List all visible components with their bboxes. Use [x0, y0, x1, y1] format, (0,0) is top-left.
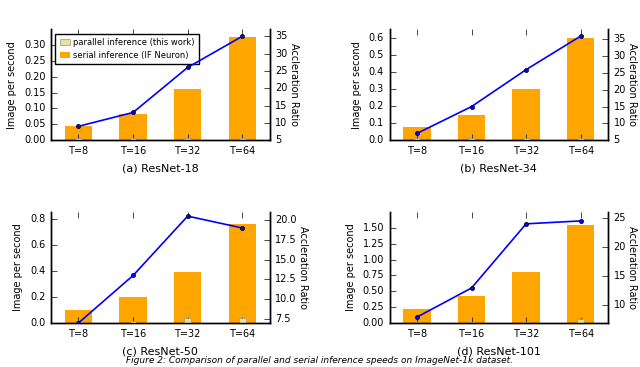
Bar	[239, 318, 246, 323]
Bar	[468, 322, 475, 323]
Bar	[65, 126, 92, 140]
Bar	[577, 319, 584, 323]
Bar	[513, 89, 540, 140]
Text: Figure 2: Comparison of parallel and serial inference speeds on ImageNet-1k data: Figure 2: Comparison of parallel and ser…	[127, 356, 513, 365]
Bar	[413, 322, 420, 323]
Bar	[458, 297, 485, 323]
Bar	[184, 318, 191, 323]
Bar	[523, 322, 529, 323]
Y-axis label: Image per second: Image per second	[7, 41, 17, 128]
Bar	[65, 310, 92, 323]
Y-axis label: Accleration Ratio: Accleration Ratio	[627, 226, 637, 309]
Bar	[75, 138, 82, 140]
Y-axis label: Image per second: Image per second	[13, 224, 23, 312]
Bar	[458, 115, 485, 140]
Bar	[567, 38, 595, 140]
Y-axis label: Accleration Ratio: Accleration Ratio	[298, 226, 308, 309]
Bar	[228, 37, 256, 140]
Y-axis label: Accleration Ratio: Accleration Ratio	[289, 43, 299, 126]
Title: (c) ResNet-50: (c) ResNet-50	[122, 346, 198, 356]
Legend: parallel inference (this work), serial inference (IF Neuron): parallel inference (this work), serial i…	[56, 33, 198, 64]
Y-axis label: Image per second: Image per second	[352, 41, 362, 128]
Bar	[468, 138, 475, 140]
Y-axis label: Accleration Ratio: Accleration Ratio	[627, 43, 637, 126]
Bar	[120, 114, 147, 140]
Bar	[567, 225, 595, 323]
Bar	[403, 309, 431, 323]
Title: (a) ResNet-18: (a) ResNet-18	[122, 163, 199, 174]
Title: (b) ResNet-34: (b) ResNet-34	[460, 163, 537, 174]
Bar	[239, 138, 246, 140]
Bar	[577, 138, 584, 140]
Bar	[413, 138, 420, 140]
Bar	[513, 272, 540, 323]
Bar	[228, 224, 256, 323]
Bar	[174, 272, 202, 323]
Bar	[523, 138, 529, 140]
Bar	[130, 138, 136, 140]
Bar	[75, 321, 82, 323]
Title: (d) ResNet-101: (d) ResNet-101	[457, 346, 541, 356]
Bar	[403, 127, 431, 140]
Bar	[174, 88, 202, 140]
Bar	[130, 321, 136, 323]
Bar	[184, 138, 191, 140]
Bar	[120, 297, 147, 323]
Y-axis label: Image per second: Image per second	[346, 224, 356, 312]
